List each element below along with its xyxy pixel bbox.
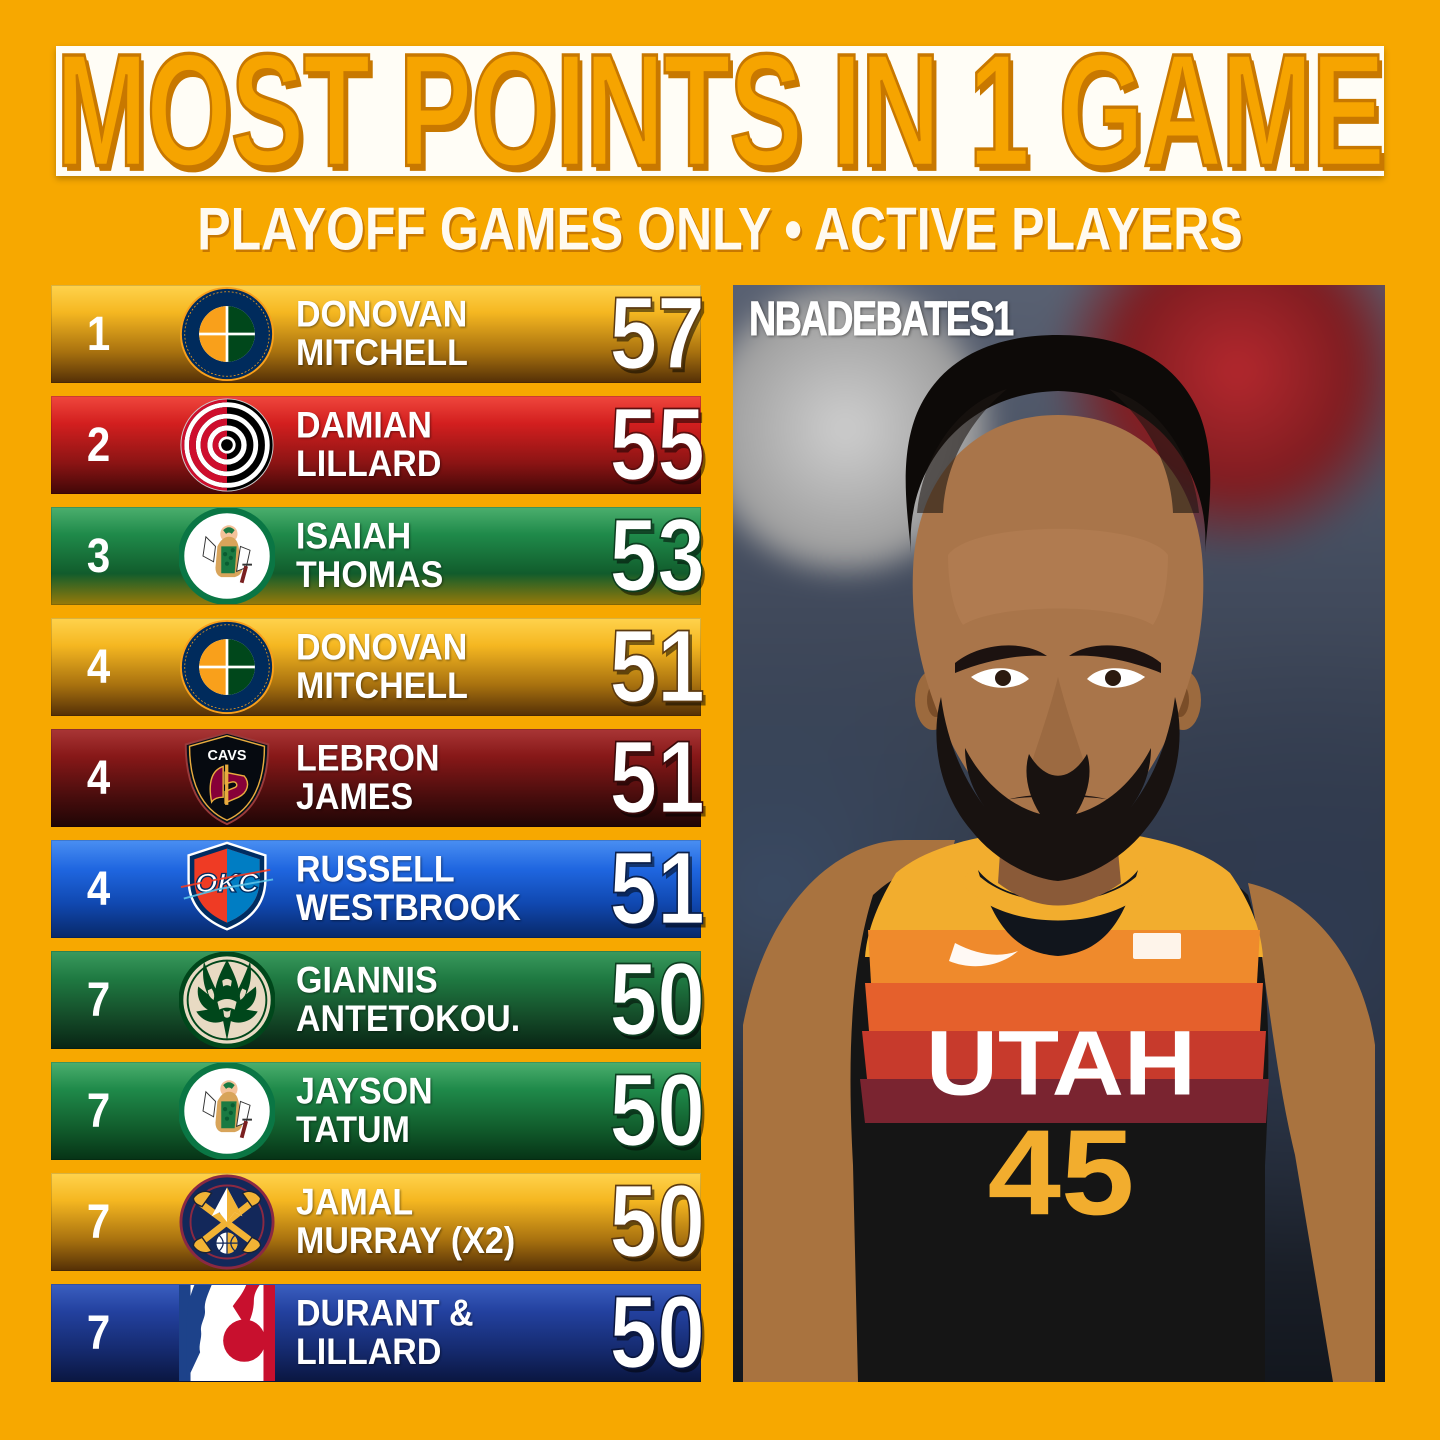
svg-text:UTAH: UTAH: [926, 1012, 1196, 1114]
svg-text:45: 45: [988, 1104, 1135, 1240]
svg-text:CAVS: CAVS: [208, 748, 247, 764]
